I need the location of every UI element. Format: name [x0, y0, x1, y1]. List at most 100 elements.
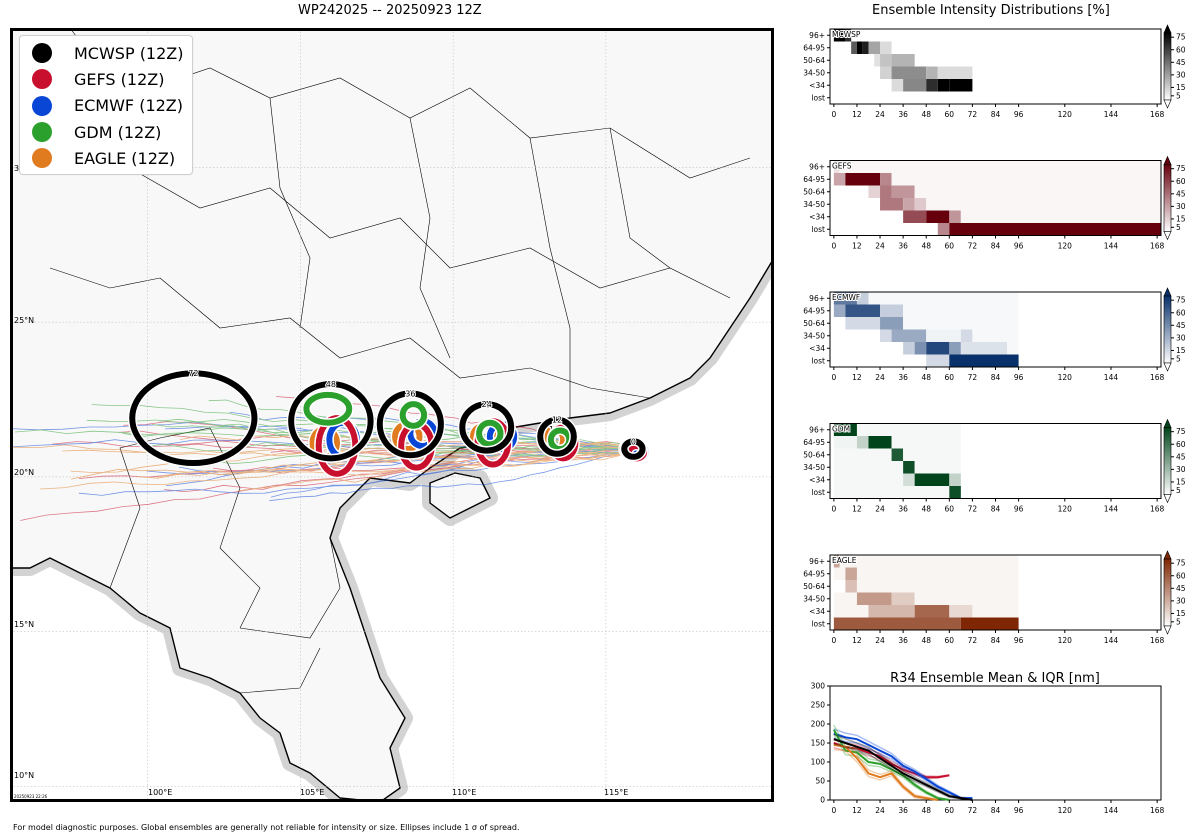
legend-swatch [32, 43, 52, 64]
footnote: For model diagnostic purposes. Global en… [13, 823, 520, 832]
heatmap-cell [891, 329, 927, 342]
heatmap-y-tick: <34 [809, 212, 825, 221]
legend-swatch [32, 148, 52, 169]
heatmap-cell [833, 436, 857, 449]
heatmap-cell [914, 342, 927, 355]
heatmap-cell [833, 473, 904, 486]
heatmap-x-tick: 144 [1104, 505, 1119, 514]
heatmap-cell [903, 448, 961, 461]
heatmap-cell [868, 605, 915, 618]
heatmap-cell [833, 461, 904, 474]
land-mass [10, 28, 774, 802]
colorbar-tick: 60 [1176, 45, 1186, 54]
heatmap-panel: GDM lost <34 34-50 50-64 64-95 96+ 0 12 24 36 48 60 7… [803, 418, 1186, 514]
heatmap-x-tick: 168 [1150, 505, 1165, 514]
colorbar-tick: 5 [1176, 223, 1181, 232]
heatmap-x-tick: 24 [875, 242, 885, 251]
member-track [20, 450, 637, 521]
heatmap-cell [868, 185, 881, 198]
heatmap-cell [839, 555, 1019, 568]
colorbar-tick: 60 [1176, 177, 1186, 186]
heatmap-cell [868, 436, 892, 449]
colorbar [1163, 164, 1172, 232]
r34-x-tick: 60 [945, 806, 955, 815]
heatmap-x-tick: 120 [1058, 110, 1073, 119]
legend-swatch [32, 69, 52, 90]
heatmap-x-tick: 48 [921, 505, 931, 514]
heatmap-x-tick: 96 [1014, 505, 1024, 514]
heatmap-x-tick: 84 [991, 110, 1001, 119]
forecast-ellipse [459, 401, 515, 454]
heatmap-x-tick: 72 [968, 373, 978, 382]
colorbar-max-arrow [1163, 287, 1172, 297]
map-border [10, 28, 774, 802]
heatmap-x-tick: 168 [1150, 242, 1165, 251]
heatmap-cell [949, 473, 961, 486]
heatmap-x-tick: 120 [1058, 242, 1073, 251]
heatmap-cell [833, 592, 857, 605]
heatmap-x-tick: 0 [831, 505, 836, 514]
map-legend: MCWSP (12Z) GEFS (12Z) ECMWF (12Z) GDM (… [19, 35, 193, 175]
heatmap-cell [960, 342, 1008, 355]
heatmap-x-tick: 144 [1104, 373, 1119, 382]
heatmap-cell [856, 41, 863, 54]
heatmap-y-tick: 96+ [809, 557, 825, 566]
heatmap-x-tick: 84 [991, 242, 1001, 251]
legend-label: EAGLE (12Z) [74, 148, 176, 168]
colorbar-min-arrow [1163, 99, 1172, 109]
heatmap-cell [891, 436, 961, 449]
heatmap-cell [914, 198, 927, 211]
heatmap-cell [891, 79, 904, 92]
heatmap-cell [856, 592, 892, 605]
heatmap-cell [845, 29, 852, 42]
heatmap-cell [926, 66, 938, 79]
lon-label: 110°E [452, 788, 476, 797]
heatmap-cell [949, 210, 961, 223]
heatmap-x-tick: 84 [991, 636, 1001, 645]
lat-label: 10°N [14, 771, 34, 780]
colorbar-tick: 15 [1176, 214, 1186, 223]
heatmap-x-tick: 0 [831, 636, 836, 645]
r34-x-tick: 168 [1150, 806, 1165, 815]
legend-item: GEFS (12Z) [20, 66, 192, 92]
member-track [269, 448, 637, 502]
heatmap-cell [856, 580, 1019, 593]
colorbar-tick: 45 [1176, 189, 1186, 198]
heatmap-cell [880, 66, 892, 79]
heatmap-cell [856, 423, 961, 436]
lat-label: 25°N [14, 316, 34, 325]
map-title: WP242025 -- 20250923 12Z [298, 3, 482, 18]
heatmap-cell [926, 210, 950, 223]
heatmap-cell [845, 567, 857, 580]
heatmap-y-tick: <34 [809, 81, 825, 90]
heatmap-x-tick: 168 [1150, 373, 1165, 382]
heatmap-x-tick: 168 [1150, 110, 1165, 119]
forecast-ellipse [476, 419, 504, 448]
colorbar-min-arrow [1163, 231, 1172, 241]
heatmap-y-tick: 34-50 [803, 594, 825, 603]
heatmap-x-tick: 120 [1058, 636, 1073, 645]
legend-label: GEFS (12Z) [74, 69, 165, 89]
heatmap-x-tick: 168 [1150, 636, 1165, 645]
colorbar-tick: 60 [1176, 571, 1186, 580]
distribution-title: Ensemble Intensity Distributions [%] [872, 3, 1110, 18]
heatmap-y-tick: 96+ [809, 425, 825, 434]
heatmap-x-tick: 24 [875, 110, 885, 119]
r34-x-tick: 144 [1104, 806, 1119, 815]
heatmap-y-tick: 50-64 [803, 187, 825, 196]
heatmap-y-tick: lost [811, 93, 825, 102]
forecast-ellipse [537, 416, 577, 457]
heatmap-cell [833, 423, 857, 436]
r34-y-tick: 0 [820, 796, 825, 805]
colorbar-min-arrow [1163, 362, 1172, 372]
heatmap-y-tick: <34 [809, 475, 825, 484]
heatmap-cell [937, 223, 950, 236]
heatmap-cell [845, 304, 881, 317]
heatmap-x-tick: 60 [945, 373, 955, 382]
heatmap-x-tick: 24 [875, 373, 885, 382]
track-map: 30°N 25°N 20°N 15°N 10°N 100°E 105°E 110… [10, 28, 774, 802]
heatmap-y-tick: 96+ [809, 294, 825, 303]
colorbar-tick: 45 [1176, 452, 1186, 461]
heatmap-y-tick: 96+ [809, 162, 825, 171]
